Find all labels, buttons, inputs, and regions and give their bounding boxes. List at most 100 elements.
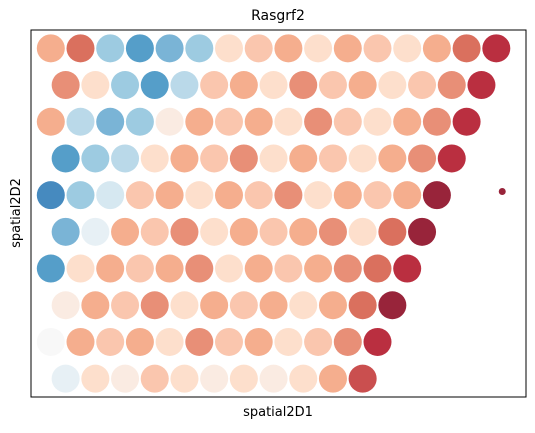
point (185, 254, 214, 283)
point (111, 291, 140, 320)
point (81, 71, 110, 100)
point (81, 144, 110, 173)
point (437, 144, 466, 173)
point (259, 217, 288, 246)
point (51, 364, 80, 393)
point (125, 34, 154, 63)
point (482, 34, 511, 63)
point (170, 144, 199, 173)
point (185, 181, 214, 210)
point (393, 34, 422, 63)
point (378, 144, 407, 173)
point (259, 291, 288, 320)
point (125, 107, 154, 136)
point (274, 181, 303, 210)
point (111, 71, 140, 100)
point (348, 364, 377, 393)
point (304, 327, 333, 356)
point (244, 34, 273, 63)
point (348, 144, 377, 173)
x-axis-label: spatial2D1 (243, 405, 313, 420)
point (229, 364, 258, 393)
point (155, 327, 184, 356)
point (274, 327, 303, 356)
point (215, 181, 243, 210)
point (36, 107, 65, 136)
point (304, 254, 333, 283)
point (155, 107, 184, 136)
point (318, 291, 347, 320)
point (155, 34, 184, 63)
point (215, 107, 243, 136)
point (498, 187, 506, 195)
axes-frame (30, 29, 527, 398)
point (363, 181, 392, 210)
point (200, 364, 229, 393)
point (111, 144, 140, 173)
point (51, 71, 80, 100)
point (259, 71, 288, 100)
point (363, 254, 392, 283)
point (66, 107, 95, 136)
point (422, 107, 451, 136)
point (140, 71, 169, 100)
point (378, 291, 407, 320)
point (170, 364, 199, 393)
point (289, 144, 318, 173)
point (36, 254, 65, 283)
point (304, 181, 333, 210)
point (393, 181, 422, 210)
point (393, 107, 422, 136)
point (393, 254, 422, 283)
point (215, 34, 243, 63)
point (66, 34, 95, 63)
point (422, 34, 451, 63)
point (200, 291, 229, 320)
point (363, 327, 392, 356)
point (36, 181, 65, 210)
point (125, 181, 154, 210)
point (51, 291, 80, 320)
point (259, 144, 288, 173)
point (215, 327, 243, 356)
point (333, 254, 362, 283)
point (244, 327, 273, 356)
point (467, 71, 496, 100)
point (304, 34, 333, 63)
point (36, 327, 65, 356)
point (96, 107, 125, 136)
point (274, 107, 303, 136)
point (111, 217, 140, 246)
point (96, 34, 125, 63)
point (81, 364, 110, 393)
point (200, 144, 229, 173)
point (200, 71, 229, 100)
point (274, 34, 303, 63)
point (155, 254, 184, 283)
point (185, 107, 214, 136)
point (244, 107, 273, 136)
point (51, 144, 80, 173)
point (81, 217, 110, 246)
point (318, 364, 347, 393)
point (333, 327, 362, 356)
point (408, 217, 437, 246)
point (155, 181, 184, 210)
point (348, 291, 377, 320)
point (96, 181, 125, 210)
point (318, 217, 347, 246)
point (185, 327, 214, 356)
point (125, 327, 154, 356)
point (229, 71, 258, 100)
point (185, 34, 214, 63)
point (274, 254, 303, 283)
point (229, 217, 258, 246)
points (36, 34, 511, 393)
point (378, 217, 407, 246)
point (244, 181, 273, 210)
point (215, 254, 243, 283)
point (81, 291, 110, 320)
point (289, 71, 318, 100)
point (96, 254, 125, 283)
